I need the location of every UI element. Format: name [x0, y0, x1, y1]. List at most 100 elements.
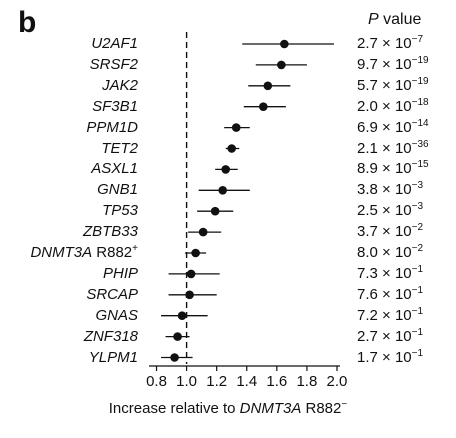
gene-name: GNB1	[97, 181, 138, 199]
row-label: U2AF1	[0, 35, 138, 53]
x-tick-label: 1.8	[296, 373, 318, 390]
p-value-exponent: −2	[411, 222, 424, 234]
x-tick-label: 0.8	[146, 373, 167, 390]
gene-name: PPM1D	[86, 118, 138, 136]
p-value-exponent: −1	[411, 284, 424, 296]
p-value: 2.5 × 10−3	[357, 202, 423, 220]
gene-name: JAK2	[102, 76, 138, 94]
estimate-point	[227, 144, 237, 153]
p-value-mantissa: 8.0 × 10	[357, 244, 412, 261]
p-value-exponent: −18	[411, 96, 429, 108]
row-label: SRSF2	[0, 56, 138, 74]
row-label: SF3B1	[0, 98, 138, 116]
p-value: 7.6 × 10−1	[357, 284, 424, 304]
row-label: JAK2	[0, 77, 138, 95]
p-value-mantissa: 2.1 × 10	[357, 139, 412, 157]
p-value-mantissa: 2.7 × 10	[357, 35, 412, 52]
p-value-mantissa: 2.0 × 10	[357, 97, 412, 115]
p-value-exponent: −19	[411, 75, 429, 87]
gene-name: SRCAP	[86, 285, 138, 303]
gene-name: SRSF2	[89, 55, 138, 73]
x-tick-label: 1.6	[266, 373, 288, 390]
p-value-exponent: −1	[411, 263, 424, 275]
estimate-point	[231, 123, 241, 132]
estimate-point	[221, 165, 231, 174]
row-label: DNMT3A R882+	[0, 244, 138, 262]
row-label: TP53	[0, 202, 138, 220]
p-value: 2.7 × 10−7	[357, 35, 423, 53]
pvalue-column-header: P value	[368, 11, 421, 29]
p-value: 6.9 × 10−14	[357, 117, 429, 137]
row-label: GNB1	[0, 181, 138, 199]
row-label: TET2	[0, 140, 138, 158]
estimate-point	[198, 227, 208, 237]
x-tick-label: 1.4	[236, 373, 258, 390]
row-label: ZNF318	[0, 328, 138, 346]
estimate-point	[170, 353, 179, 362]
x-axis-label-sup: −	[341, 399, 348, 410]
row-label: PPM1D	[0, 119, 138, 137]
p-value: 3.7 × 10−2	[357, 223, 423, 241]
p-value: 8.9 × 10−15	[357, 160, 429, 178]
p-value-mantissa: 2.5 × 10	[357, 202, 412, 220]
p-value: 7.3 × 10−1	[357, 263, 424, 283]
p-value-exponent: −1	[411, 347, 424, 359]
gene-name: TP53	[102, 202, 138, 220]
gene-name: DNMT3A	[30, 244, 93, 261]
estimate-point	[185, 290, 194, 300]
p-value: 5.7 × 10−19	[357, 75, 429, 95]
x-axis-label: Increase relative to DNMT3A R882−	[0, 399, 456, 418]
p-value-exponent: −7	[411, 34, 424, 45]
p-value-exponent: −2	[411, 243, 424, 254]
p-value: 2.0 × 10−18	[357, 96, 429, 116]
gene-name: SF3B1	[92, 97, 138, 115]
row-label: GNAS	[0, 307, 138, 325]
p-value-mantissa: 5.7 × 10	[357, 76, 412, 94]
row-label: ASXL1	[0, 160, 138, 178]
p-value-exponent: −19	[411, 54, 429, 66]
p-value: 8.0 × 10−2	[357, 244, 423, 262]
p-value-exponent: −36	[411, 138, 429, 150]
estimate-point	[191, 248, 200, 258]
gene-name: ASXL1	[91, 160, 138, 178]
estimate-point	[280, 39, 289, 49]
x-tick-label: 2.0	[326, 373, 348, 390]
estimate-point	[186, 269, 196, 279]
p-value-mantissa: 7.3 × 10	[357, 264, 412, 282]
estimate-point	[263, 81, 273, 91]
x-axis-label-prefix: Increase relative to	[108, 400, 240, 417]
p-value-exponent: −14	[411, 117, 429, 129]
p-value-mantissa: 3.7 × 10	[357, 223, 412, 241]
p-value-mantissa: 7.2 × 10	[357, 306, 412, 324]
estimate-point	[173, 332, 182, 341]
gene-name: U2AF1	[91, 35, 138, 52]
x-axis-label-suffix: R882	[301, 400, 342, 417]
estimate-point	[258, 102, 268, 111]
estimate-point	[277, 60, 286, 70]
gene-suffix: R882	[92, 244, 133, 261]
estimate-point	[218, 186, 227, 195]
x-tick-label: 1.0	[176, 373, 198, 390]
p-value-exponent: −1	[411, 326, 424, 338]
p-value-mantissa: 2.7 × 10	[357, 327, 412, 345]
gene-name: ZBTB33	[82, 223, 138, 241]
p-value-mantissa: 8.9 × 10	[357, 160, 412, 178]
row-label: PHIP	[0, 265, 138, 283]
x-axis-label-gene: DNMT3A	[239, 400, 302, 417]
gene-name: GNAS	[95, 306, 138, 324]
gene-name: ZNF318	[83, 327, 138, 345]
p-value: 2.1 × 10−36	[357, 138, 429, 158]
p-value-exponent: −15	[411, 159, 429, 171]
pvalue-header-rest: value	[378, 11, 422, 28]
p-value: 3.8 × 10−3	[357, 181, 423, 199]
p-value-exponent: −1	[411, 305, 424, 317]
p-value-exponent: −3	[411, 180, 424, 192]
row-label: YLPM1	[0, 349, 138, 367]
p-value-exponent: −3	[411, 201, 424, 213]
p-value: 9.7 × 10−19	[357, 54, 429, 74]
panel-label: b	[18, 6, 37, 39]
p-value: 2.7 × 10−1	[357, 326, 424, 346]
row-label: SRCAP	[0, 286, 138, 304]
